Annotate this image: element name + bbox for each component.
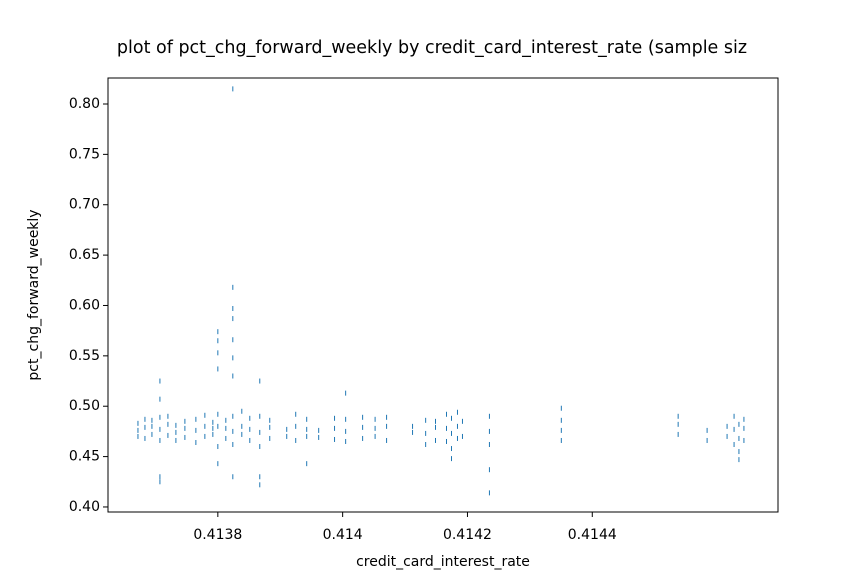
x-tick-label: 0.4142	[443, 527, 492, 543]
y-tick-label: 0.60	[69, 297, 100, 313]
x-tick-label: 0.4144	[568, 527, 617, 543]
y-tick-label: 0.80	[69, 96, 100, 112]
x-axis-label: credit_card_interest_rate	[356, 554, 530, 570]
y-tick-label: 0.40	[69, 499, 100, 515]
y-tick-label: 0.50	[69, 398, 100, 414]
y-tick-label: 0.75	[69, 146, 100, 162]
x-tick-label: 0.414	[323, 527, 363, 543]
chart-title: plot of pct_chg_forward_weekly by credit…	[117, 38, 747, 58]
y-tick-label: 0.55	[69, 348, 100, 364]
y-tick-label: 0.65	[69, 247, 100, 263]
plot-frame	[107, 77, 779, 513]
y-tick-label: 0.70	[69, 197, 100, 213]
y-axis-label: pct_chg_forward_weekly	[26, 209, 42, 380]
x-tick-label: 0.4138	[193, 527, 242, 543]
y-tick-label: 0.45	[69, 449, 100, 465]
